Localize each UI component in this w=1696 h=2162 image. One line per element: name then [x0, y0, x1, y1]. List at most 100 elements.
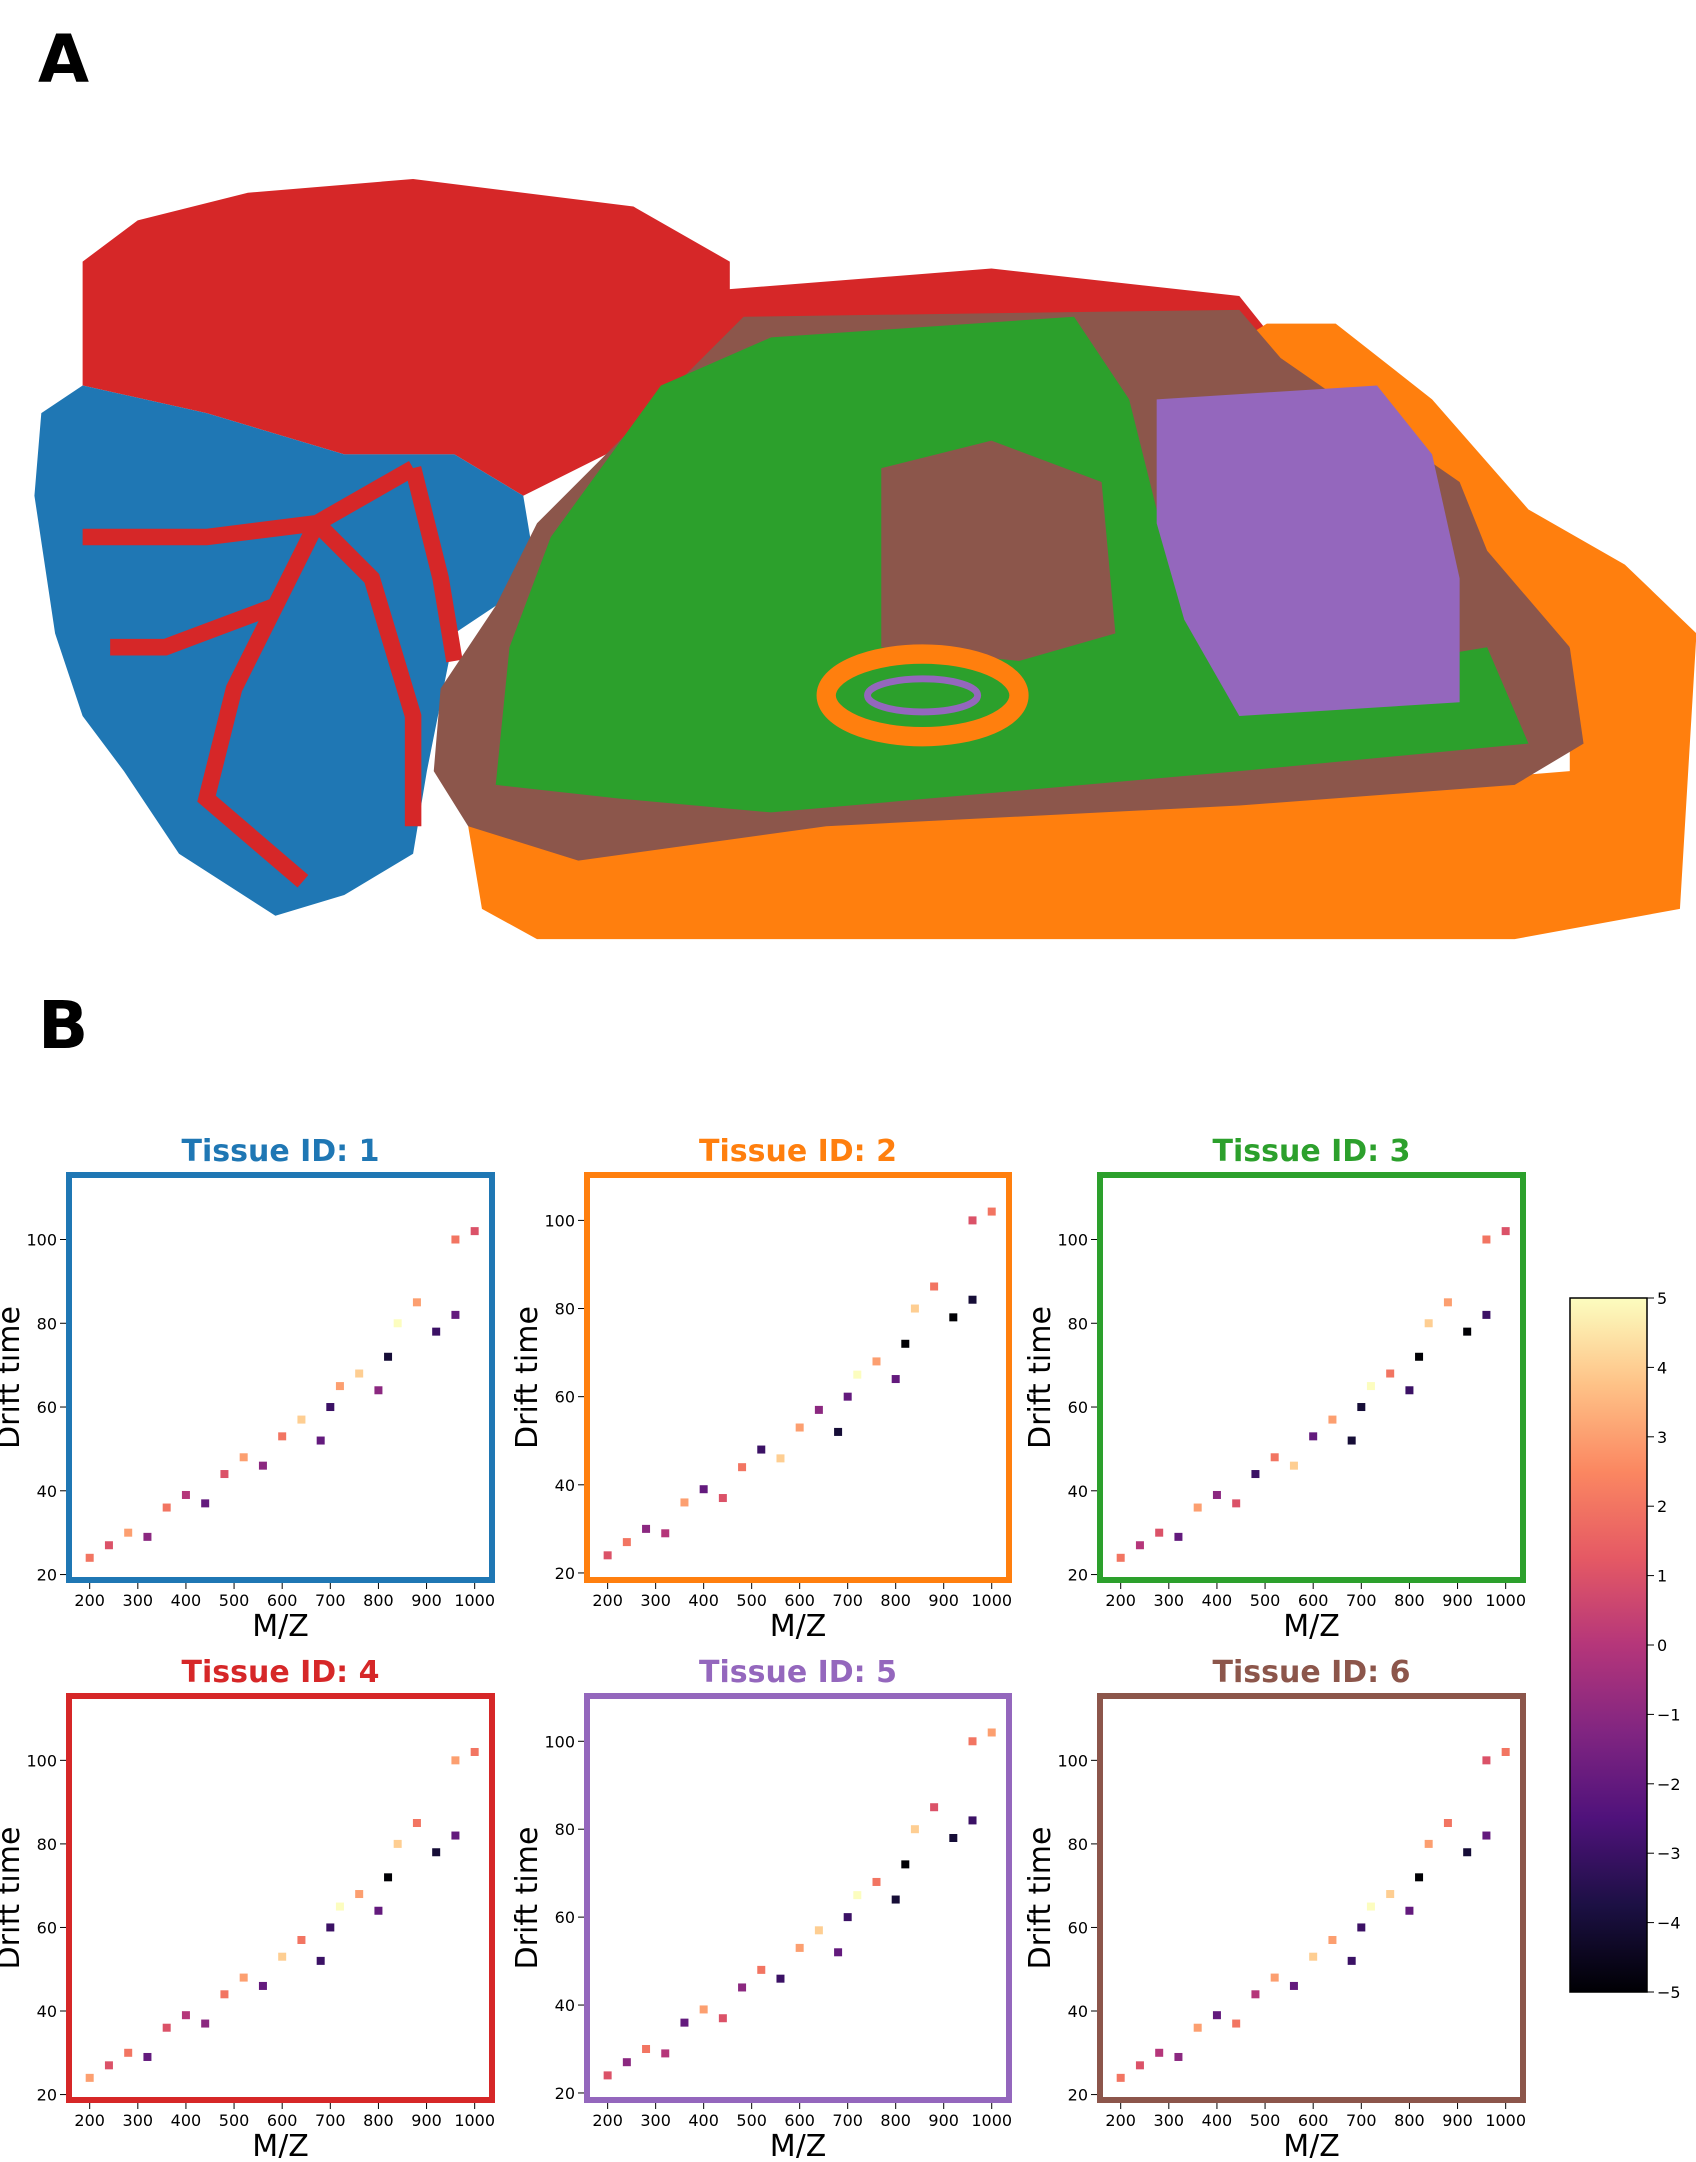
- point: [181, 1490, 190, 1499]
- x-tick-label: 700: [1346, 1591, 1377, 1610]
- y-tick-label: 40: [1068, 1482, 1088, 1501]
- x-tick-label: 800: [1394, 1591, 1425, 1610]
- x-tick-label: 600: [784, 2111, 815, 2130]
- x-tick-label: 700: [315, 2111, 346, 2130]
- region-blue: [34, 385, 538, 916]
- y-tick-label: 20: [37, 1566, 57, 1585]
- x-tick-label: 400: [1202, 2111, 1233, 2130]
- point: [718, 2014, 727, 2023]
- point: [258, 1981, 267, 1990]
- point: [1328, 1415, 1337, 1424]
- y-tick-label: 80: [555, 1820, 575, 1839]
- point: [451, 1756, 460, 1765]
- point: [181, 2011, 190, 2020]
- point: [335, 1902, 344, 1911]
- point: [162, 1503, 171, 1512]
- y-tick-label: 40: [37, 2002, 57, 2021]
- y-tick-label: 80: [1068, 1835, 1088, 1854]
- point: [853, 1891, 862, 1900]
- point: [470, 1227, 479, 1236]
- x-tick-label: 300: [123, 2111, 154, 2130]
- point: [1174, 1532, 1183, 1541]
- point: [642, 1524, 651, 1533]
- point: [201, 1499, 210, 1508]
- x-tick-label: 500: [219, 1591, 250, 1610]
- point: [1135, 2061, 1144, 2070]
- point: [1193, 2023, 1202, 2032]
- y-tick-label: 40: [555, 1476, 575, 1495]
- point: [1366, 1902, 1375, 1911]
- y-axis-label: Drift time: [0, 1306, 27, 1449]
- x-tick-label: 300: [1154, 2111, 1185, 2130]
- point: [872, 1357, 881, 1366]
- x-tick-label: 1000: [454, 2111, 495, 2130]
- point: [757, 1965, 766, 1974]
- point: [738, 1983, 747, 1992]
- point: [1405, 1386, 1414, 1395]
- point: [201, 2019, 210, 2028]
- point: [949, 1833, 958, 1842]
- point: [1415, 1873, 1424, 1882]
- point: [374, 1906, 383, 1915]
- point: [910, 1304, 919, 1313]
- point: [1251, 1990, 1260, 1999]
- colorbar-tick-label: 2: [1657, 1497, 1667, 1516]
- point: [834, 1948, 843, 1957]
- point: [239, 1453, 248, 1462]
- point: [335, 1382, 344, 1391]
- point: [451, 1235, 460, 1244]
- axes-frame: [1097, 1172, 1526, 1583]
- region-red: [82, 179, 1267, 496]
- y-tick-label: 80: [1068, 1314, 1088, 1333]
- x-tick-label: 800: [880, 2111, 911, 2130]
- point: [104, 2061, 113, 2070]
- x-tick-label: 700: [832, 2111, 863, 2130]
- point: [220, 1990, 229, 1999]
- point: [987, 1728, 996, 1737]
- point: [1482, 1235, 1491, 1244]
- point: [1463, 1327, 1472, 1336]
- x-tick-label: 300: [640, 2111, 671, 2130]
- y-axis-label: Drift time: [0, 1827, 27, 1970]
- point: [814, 1405, 823, 1414]
- point: [85, 1553, 94, 1562]
- point: [968, 1737, 977, 1746]
- y-tick-label: 100: [544, 1732, 575, 1751]
- x-axis-label: M/Z: [1283, 2129, 1340, 2158]
- point: [680, 1498, 689, 1507]
- point: [910, 1825, 919, 1834]
- colorbar: [1569, 1297, 1648, 1993]
- point: [258, 1461, 267, 1470]
- colorbar-tick-label: −3: [1657, 1844, 1681, 1863]
- point: [1501, 1227, 1510, 1236]
- point: [393, 1319, 402, 1328]
- y-tick-label: 80: [37, 1835, 57, 1854]
- plot-title: Tissue ID: 6: [1213, 1655, 1411, 1690]
- point: [1405, 1906, 1414, 1915]
- point: [432, 1848, 441, 1857]
- x-tick-label: 300: [640, 1591, 671, 1610]
- point: [220, 1470, 229, 1479]
- y-axis-label: Drift time: [1023, 1827, 1058, 1970]
- point: [451, 1831, 460, 1840]
- y-axis-label: Drift time: [1023, 1306, 1058, 1449]
- colorbar-tick-label: 3: [1657, 1428, 1667, 1447]
- x-tick-label: 500: [1250, 1591, 1281, 1610]
- point: [642, 2045, 651, 2054]
- point: [1232, 2019, 1241, 2028]
- region-red-veins: [82, 461, 463, 888]
- colorbar-tick-label: 4: [1657, 1358, 1667, 1377]
- plot-title: Tissue ID: 4: [182, 1655, 380, 1690]
- point: [1501, 1747, 1510, 1756]
- region-purple: [1156, 385, 1460, 717]
- region-purple-swirl: [864, 675, 982, 716]
- y-tick-label: 20: [37, 2086, 57, 2105]
- x-axis-label: M/Z: [770, 1609, 827, 1644]
- point: [1386, 1369, 1395, 1378]
- x-tick-label: 800: [363, 1591, 394, 1610]
- y-axis-label: Drift time: [510, 1306, 545, 1449]
- point: [278, 1952, 287, 1961]
- point: [278, 1432, 287, 1441]
- x-tick-label: 300: [123, 1591, 154, 1610]
